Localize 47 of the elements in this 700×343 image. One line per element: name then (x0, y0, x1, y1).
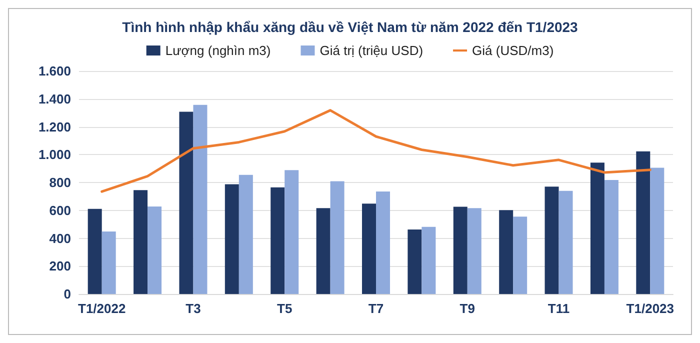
y-tick-label: 1.600 (38, 64, 71, 78)
bar (590, 162, 604, 294)
y-tick-label: 400 (49, 230, 71, 246)
y-tick-label: 200 (49, 258, 71, 274)
bar (544, 186, 559, 294)
bar (316, 208, 330, 294)
x-tick-label: T1/2022 (78, 301, 126, 316)
bar (408, 229, 422, 294)
bar (422, 226, 436, 294)
x-tick-label: T3 (186, 301, 201, 316)
bar (362, 204, 376, 294)
x-tick-label: T1/2023 (626, 301, 674, 316)
bar (134, 190, 148, 294)
legend-label: Giá (USD/m3) (472, 43, 554, 58)
y-tick-label: 800 (49, 175, 71, 190)
bar (270, 187, 285, 294)
bar (636, 151, 650, 294)
chart-title: Tình hình nhập khẩu xăng dầu về Việt Nam từ năm 2022 đến T1/2023 (122, 19, 578, 35)
x-tick-label: T11 (548, 301, 570, 316)
bar (467, 208, 482, 294)
bar (558, 190, 573, 294)
bar (376, 192, 390, 294)
y-tick-label: 0 (64, 286, 71, 302)
bar (88, 208, 102, 294)
bar (453, 206, 468, 294)
bar (284, 170, 299, 294)
bar (513, 216, 528, 294)
bar (499, 210, 514, 294)
bar (224, 184, 239, 294)
bar (330, 181, 344, 294)
bar (148, 206, 162, 294)
line-series (100, 109, 652, 193)
legend-label: Giá trị (triệu USD) (320, 43, 424, 58)
bar (604, 180, 618, 294)
x-tick-label: T7 (368, 301, 384, 316)
x-tick-label: T9 (460, 301, 475, 316)
bar (179, 112, 194, 294)
x-tick-label: T5 (277, 301, 292, 316)
legend-label: Lượng (nghìn m3) (165, 43, 271, 58)
bar (102, 232, 116, 294)
y-tick-label: 1.400 (38, 91, 71, 106)
bar (193, 104, 208, 294)
y-tick-label: 1.000 (38, 147, 71, 162)
bar (238, 174, 253, 294)
bar (650, 168, 664, 294)
y-tick-label: 1.200 (38, 119, 71, 134)
y-tick-label: 600 (49, 202, 71, 218)
